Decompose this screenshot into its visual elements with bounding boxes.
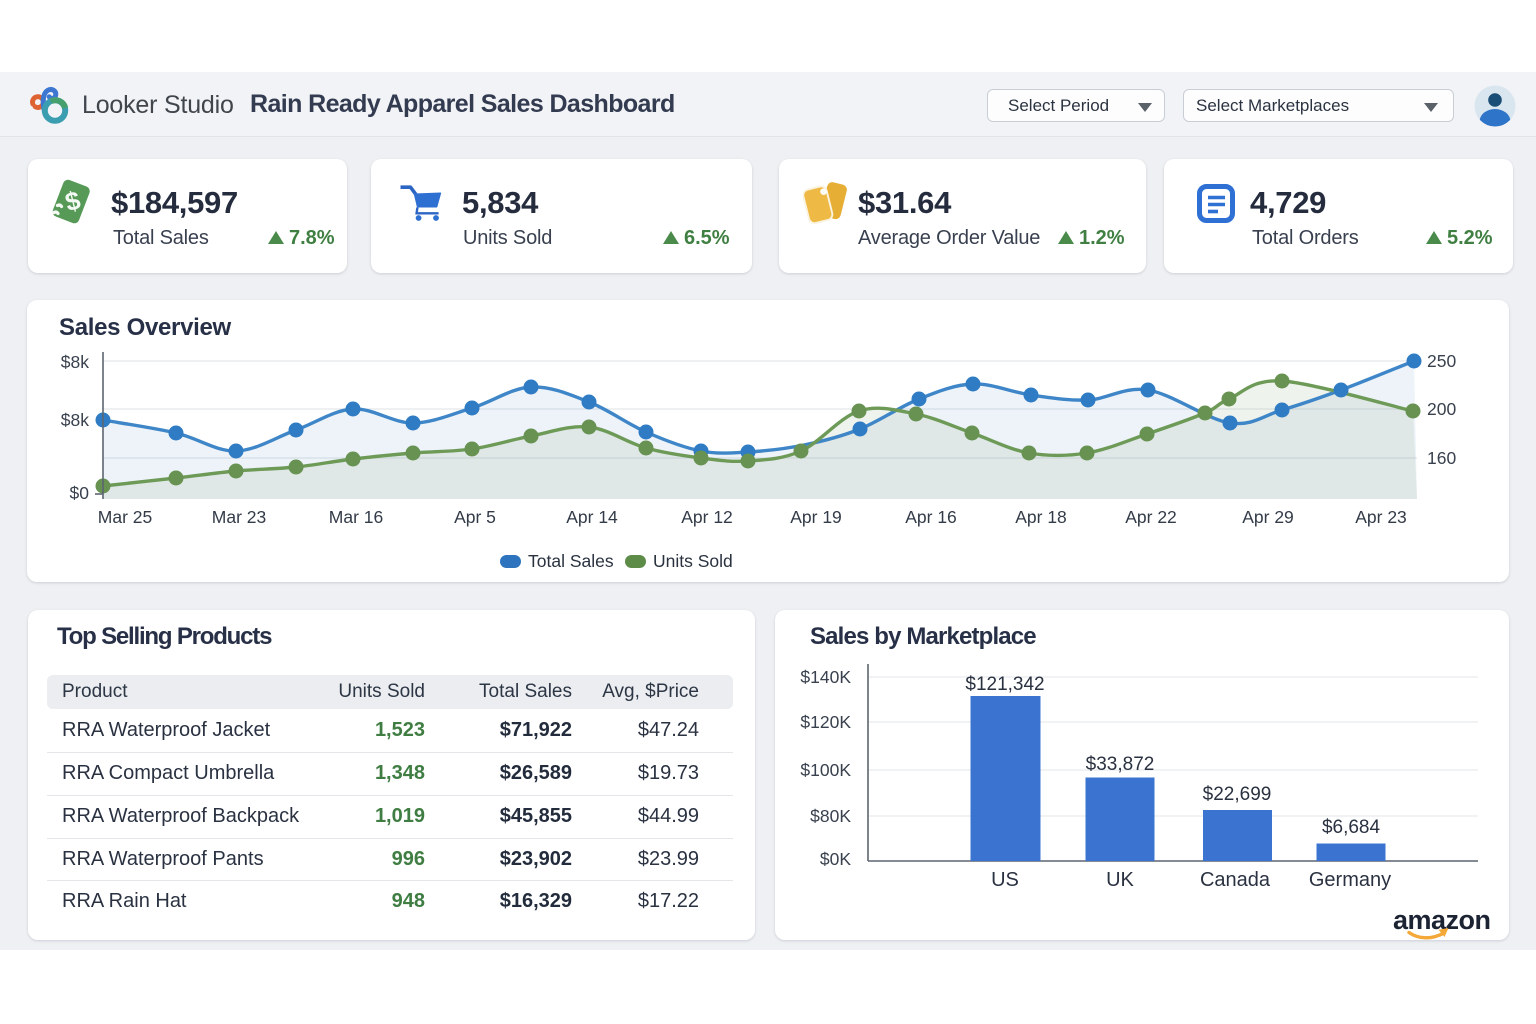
svg-text:$0: $0 (70, 483, 90, 503)
svg-text:$8k: $8k (61, 352, 89, 372)
svg-text:$80K: $80K (810, 806, 851, 826)
svg-text:US: US (991, 869, 1019, 891)
svg-text:160: 160 (1427, 448, 1456, 468)
svg-text:Apr 5: Apr 5 (454, 507, 496, 527)
svg-text:$8k: $8k (61, 410, 89, 430)
svg-text:Apr 12: Apr 12 (681, 507, 733, 527)
svg-text:200: 200 (1427, 399, 1456, 419)
svg-text:Units Sold: Units Sold (653, 551, 733, 571)
svg-text:$6,684: $6,684 (1322, 817, 1381, 838)
svg-text:Mar 16: Mar 16 (329, 507, 383, 527)
svg-text:Germany: Germany (1309, 869, 1391, 891)
svg-text:Mar 25: Mar 25 (98, 507, 152, 527)
svg-text:$140K: $140K (800, 667, 851, 687)
svg-text:$100K: $100K (800, 760, 851, 780)
svg-text:250: 250 (1427, 351, 1456, 371)
svg-text:Apr 14: Apr 14 (566, 507, 618, 527)
svg-text:Apr 16: Apr 16 (905, 507, 957, 527)
svg-text:Apr 22: Apr 22 (1125, 507, 1177, 527)
svg-text:$0K: $0K (820, 849, 851, 869)
svg-text:$120K: $120K (800, 712, 851, 732)
svg-text:$22,699: $22,699 (1203, 784, 1272, 805)
svg-text:$33,872: $33,872 (1086, 754, 1155, 775)
svg-text:UK: UK (1106, 869, 1134, 891)
svg-text:Apr 18: Apr 18 (1015, 507, 1067, 527)
svg-text:Apr 29: Apr 29 (1242, 507, 1294, 527)
svg-text:Apr 23: Apr 23 (1355, 507, 1407, 527)
svg-text:Apr 19: Apr 19 (790, 507, 842, 527)
svg-text:$121,342: $121,342 (965, 674, 1044, 695)
svg-text:Canada: Canada (1200, 869, 1271, 891)
svg-text:Mar 23: Mar 23 (212, 507, 266, 527)
svg-text:Total Sales: Total Sales (528, 551, 614, 571)
